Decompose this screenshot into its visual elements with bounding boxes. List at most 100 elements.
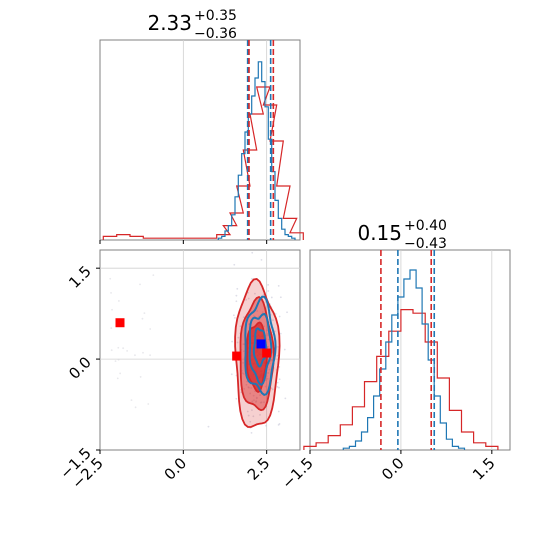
scatter-point (283, 348, 286, 351)
scatter-point (276, 354, 279, 357)
x-tick-label-param1-1: 0.0 (378, 454, 408, 484)
scatter-point (235, 397, 238, 400)
title-param1-main: 0.15 (357, 221, 402, 245)
scatter-point (284, 397, 287, 400)
scatter-point (265, 329, 268, 332)
title-param0: 2.33 +0.35 −0.36 (147, 8, 237, 42)
scatter-point (243, 373, 245, 375)
scatter-point (242, 350, 245, 353)
scatter-point (268, 362, 271, 365)
scatter-point (266, 332, 269, 335)
scatter-point (245, 298, 248, 301)
title-param0-plus: +0.35 (194, 8, 237, 24)
scatter-point (286, 311, 288, 314)
x-tick-label-param1-0: −1.5 (278, 454, 316, 492)
scatter-point (266, 334, 269, 337)
scatter-point (139, 376, 142, 378)
scatter-point (265, 424, 267, 427)
scatter-point (230, 373, 233, 376)
scatter-point (110, 327, 113, 329)
scatter-point (231, 340, 233, 343)
scatter-point (251, 251, 254, 254)
scatter-point (122, 347, 125, 350)
scatter-point (278, 315, 281, 318)
y-tick-label-param1-1: 0.0 (65, 353, 95, 383)
scatter-point (237, 336, 240, 339)
scatter-point (235, 294, 238, 297)
title-param0-minus: −0.36 (194, 26, 237, 42)
scatter-point (246, 410, 249, 413)
scatter-point (249, 420, 252, 423)
scatter-point (277, 284, 280, 287)
scatter-point (272, 319, 274, 322)
scatter-point (268, 368, 271, 371)
scatter-point (117, 346, 120, 349)
hist-panel-param1 (309, 249, 511, 451)
scatter-point (242, 316, 245, 319)
x-tick-label-param1-2: 1.5 (469, 454, 499, 484)
marker-marker_a-0 (256, 339, 266, 349)
contour-series-a-1 (248, 312, 273, 386)
scatter-point (233, 263, 236, 266)
scatter-point (267, 372, 270, 374)
scatter-point (234, 316, 236, 319)
scatter-point (278, 423, 281, 425)
title-param1-minus: −0.43 (404, 236, 447, 252)
scatter-point (149, 354, 151, 357)
scatter-point (264, 379, 267, 382)
title-param1-plus: +0.40 (404, 218, 447, 234)
scatter-point (259, 394, 262, 397)
scatter-point (277, 410, 280, 413)
scatter-point (252, 415, 255, 418)
scatter-point (252, 394, 255, 397)
scatter-point (264, 385, 267, 388)
scatter-point (276, 385, 279, 388)
scatter-point (242, 361, 244, 364)
scatter-point (251, 400, 254, 403)
scatter-point (134, 354, 136, 357)
scatter-point (114, 360, 117, 363)
scatter-point (236, 341, 239, 344)
scatter-point (271, 388, 274, 391)
scatter-point (241, 372, 244, 375)
scatter-point (247, 297, 250, 300)
scatter-point (245, 383, 248, 386)
scatter-point (232, 314, 235, 317)
scatter-point (109, 277, 112, 280)
scatter-point (255, 397, 258, 400)
scatter-point (117, 358, 120, 361)
scatter-point (274, 312, 277, 315)
marker-marker_b-2 (262, 348, 272, 358)
scatter-point (235, 300, 238, 303)
contour-series-a-2 (252, 327, 268, 368)
scatter-point (110, 291, 112, 294)
scatter-point (251, 277, 253, 280)
scatter-point (119, 372, 122, 375)
scatter-point (267, 338, 270, 341)
marker-marker_b-1 (232, 351, 242, 361)
scatter-point (256, 310, 259, 312)
scatter-point (142, 351, 144, 354)
title-param1: 0.15 +0.40 −0.43 (357, 218, 446, 252)
hist-series_a-param1 (342, 269, 466, 450)
scatter-point (139, 283, 141, 286)
scatter-point (259, 401, 262, 404)
y-tick-label-param1-2: 1.5 (65, 262, 95, 292)
hist-series_b-param1 (303, 309, 499, 450)
scatter-point (250, 387, 253, 389)
scatter-point (270, 296, 273, 299)
scatter-point (111, 308, 113, 311)
scatter-point (255, 401, 257, 403)
scatter-point (152, 274, 155, 276)
scatter-point (263, 325, 265, 328)
scatter-point (147, 403, 150, 405)
x-tick-label-param0-2: 2.5 (244, 454, 274, 484)
scatter-point (239, 325, 242, 328)
scatter-point (250, 431, 253, 434)
scatter-point (143, 312, 146, 315)
scatter-point (141, 317, 144, 320)
scatter-point (261, 311, 264, 314)
scatter-point (260, 258, 263, 261)
scatter-point (130, 399, 133, 402)
scatter-point (117, 300, 120, 302)
